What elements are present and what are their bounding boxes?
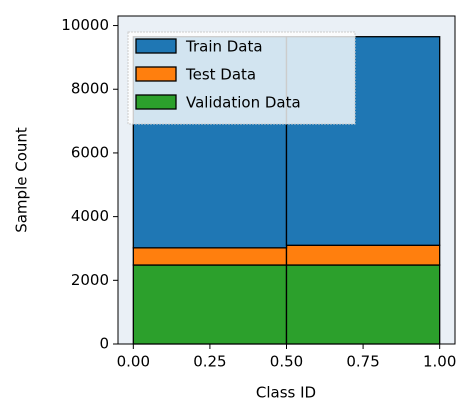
x-tick-label: 0.50 <box>270 353 303 371</box>
bar <box>285 264 441 345</box>
legend-swatch <box>135 94 177 110</box>
legend-label: Test Data <box>185 66 256 84</box>
legend-swatch <box>135 66 177 82</box>
y-tick-label: 8000 <box>71 80 109 98</box>
y-tick-label: 10000 <box>61 16 109 34</box>
y-axis-label: Sample Count <box>13 127 31 233</box>
x-axis-label: Class ID <box>256 384 316 402</box>
legend-label: Validation Data <box>186 94 301 112</box>
x-tick-label: 0.25 <box>193 353 226 371</box>
bar <box>132 264 288 345</box>
x-tick-label: 1.00 <box>423 353 456 371</box>
bar <box>132 247 288 266</box>
bar <box>285 36 441 246</box>
x-tick-label: 0.75 <box>346 353 379 371</box>
y-tick-label: 6000 <box>71 143 109 161</box>
x-tick-label: 0.00 <box>117 353 150 371</box>
legend-swatch <box>135 38 177 54</box>
y-tick-label: 4000 <box>71 207 109 225</box>
y-tick-label: 0 <box>99 335 109 353</box>
legend-label: Train Data <box>185 38 263 56</box>
y-tick-label: 2000 <box>71 271 109 289</box>
bar <box>285 244 441 266</box>
